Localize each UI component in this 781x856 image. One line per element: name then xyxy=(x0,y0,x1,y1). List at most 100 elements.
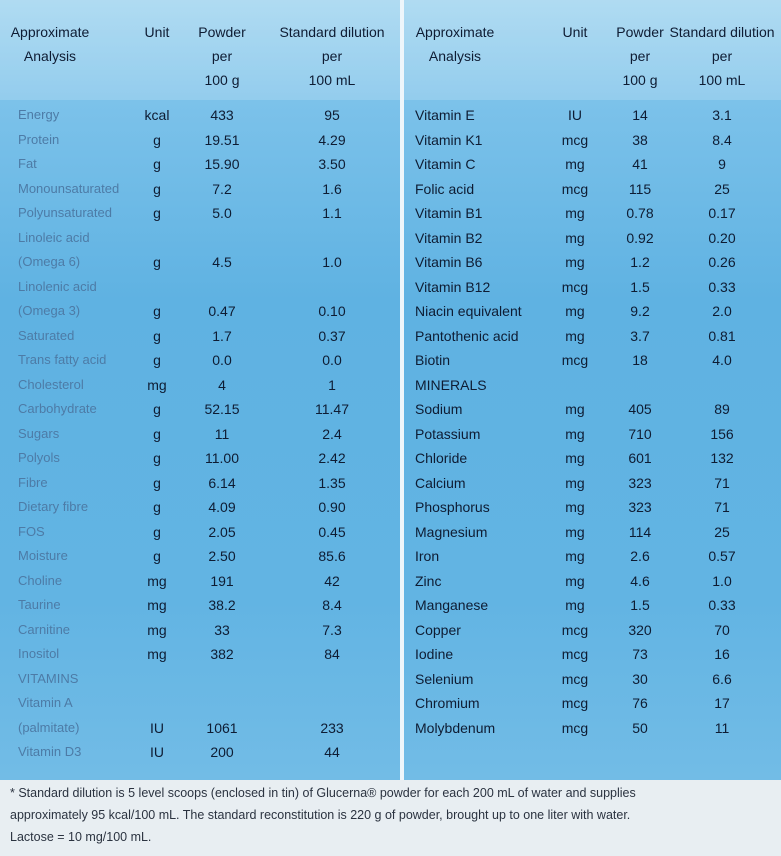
powder-value: 710 xyxy=(628,425,652,442)
dilution-value: 25 xyxy=(714,180,730,197)
nutrient-name: Monounsaturated xyxy=(18,180,120,196)
nutrient-name: Saturated xyxy=(18,327,75,343)
powder-value: 50 xyxy=(632,719,648,736)
dilution-value: 89 xyxy=(714,401,730,417)
dilution-value: 9 xyxy=(718,156,726,172)
nutrient-name: Sugars xyxy=(18,425,60,441)
powder-value: 191 xyxy=(210,572,234,589)
dilution-value: 0.26 xyxy=(708,254,736,270)
unit-value: mg xyxy=(565,205,585,221)
dilution-value: 0.10 xyxy=(318,303,346,319)
unit-value: mcg xyxy=(561,621,589,638)
dilution-value: 0.17 xyxy=(708,205,736,221)
unit-value: mcg xyxy=(561,131,589,148)
header-text: 100 g xyxy=(204,72,240,88)
unit-value: mg xyxy=(565,401,585,417)
right-panel xyxy=(404,0,781,780)
unit-value: g xyxy=(153,499,161,515)
powder-value: 1.5 xyxy=(630,278,650,295)
powder-value: 41 xyxy=(632,156,648,172)
unit-value: g xyxy=(153,352,161,368)
unit-value: IU xyxy=(150,744,164,760)
dilution-value: 25 xyxy=(714,523,730,540)
nutrient-name: Copper xyxy=(415,621,461,638)
nutrient-name: Biotin xyxy=(415,352,451,368)
powder-value: 7.2 xyxy=(212,180,232,197)
nutrient-name: Pantothenic acid xyxy=(415,327,519,344)
nutrient-name: Fibre xyxy=(18,474,48,490)
unit-value: IU xyxy=(568,107,582,123)
dilution-value: 1.0 xyxy=(712,572,732,589)
dilution-value: 0.81 xyxy=(708,327,736,344)
dilution-value: 156 xyxy=(710,425,734,442)
unit-value: mcg xyxy=(561,278,589,295)
nutrient-name: Polyunsaturated xyxy=(18,205,112,220)
unit-value: g xyxy=(153,303,161,319)
unit-value: g xyxy=(153,205,161,221)
header-text: Powder xyxy=(616,24,664,40)
nutrient-name: Vitamin B12 xyxy=(415,278,491,295)
powder-value: 382 xyxy=(210,646,234,662)
dilution-value: 17 xyxy=(714,695,730,711)
unit-value: mg xyxy=(565,548,585,564)
divider xyxy=(400,0,404,780)
dilution-value: 2.42 xyxy=(318,450,346,466)
powder-value: 9.2 xyxy=(630,303,650,319)
nutrient-name: VITAMINS xyxy=(18,670,79,686)
unit-value: g xyxy=(153,131,161,148)
powder-value: 601 xyxy=(628,450,652,466)
footnote: Lactose = 10 mg/100 mL. xyxy=(10,830,152,844)
nutrient-name: Cholesterol xyxy=(18,376,84,392)
powder-value: 2.05 xyxy=(208,523,236,540)
nutrient-name: (Omega 3) xyxy=(18,303,81,318)
unit-value: mcg xyxy=(561,352,589,368)
header-text: 100 mL xyxy=(308,72,356,88)
unit-value: mg xyxy=(565,254,585,270)
nutrient-name: Selenium xyxy=(415,670,474,687)
dilution-value: 85.6 xyxy=(318,548,346,564)
unit-value: g xyxy=(153,450,161,466)
nutrient-name: Vitamin E xyxy=(415,107,475,123)
header-text: Approximate xyxy=(415,24,495,40)
nutrient-name: Iron xyxy=(415,548,440,564)
dilution-value: 0.33 xyxy=(708,597,736,613)
nutrient-name: Taurine xyxy=(18,597,61,612)
dilution-value: 132 xyxy=(710,450,734,466)
powder-value: 19.51 xyxy=(204,131,240,148)
dilution-value: 3.1 xyxy=(712,107,732,123)
dilution-value: 84 xyxy=(324,646,340,662)
header-text: Approximate xyxy=(10,24,90,40)
left-panel xyxy=(0,0,400,780)
unit-value: mg xyxy=(565,572,585,589)
powder-value: 11 xyxy=(214,425,230,442)
powder-value: 323 xyxy=(628,499,652,515)
nutrient-name: Zinc xyxy=(415,572,442,589)
unit-value: g xyxy=(153,327,161,344)
nutrient-name: Manganese xyxy=(415,597,489,613)
nutrient-name: Vitamin D3 xyxy=(18,744,82,759)
nutrient-name: Protein xyxy=(18,131,60,147)
dilution-value: 7.3 xyxy=(322,621,342,638)
powder-value: 0.92 xyxy=(626,229,654,246)
nutrient-name: Inositol xyxy=(18,646,60,661)
powder-value: 4.09 xyxy=(208,499,236,515)
nutrient-name: Phosphorus xyxy=(415,499,490,515)
dilution-value: 0.37 xyxy=(318,327,346,344)
dilution-value: 95 xyxy=(324,107,340,123)
unit-value: mg xyxy=(565,229,585,246)
powder-value: 115 xyxy=(628,180,652,197)
nutrient-name: Vitamin A xyxy=(18,695,73,710)
unit-value: mg xyxy=(147,621,167,638)
unit-value: mcg xyxy=(561,670,589,687)
left-header-band xyxy=(0,0,400,100)
nutrient-name: MINERALS xyxy=(415,376,487,393)
unit-value: g xyxy=(153,254,161,270)
powder-value: 52.15 xyxy=(204,401,240,417)
powder-value: 405 xyxy=(628,401,652,417)
dilution-value: 4.29 xyxy=(318,131,346,148)
unit-value: mg xyxy=(565,450,585,466)
dilution-value: 71 xyxy=(714,499,730,515)
powder-value: 4.6 xyxy=(630,572,650,589)
header-text: per xyxy=(211,48,233,64)
unit-value: mcg xyxy=(561,646,589,662)
